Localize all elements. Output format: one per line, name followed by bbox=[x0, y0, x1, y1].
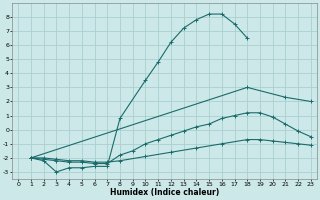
X-axis label: Humidex (Indice chaleur): Humidex (Indice chaleur) bbox=[110, 188, 219, 197]
